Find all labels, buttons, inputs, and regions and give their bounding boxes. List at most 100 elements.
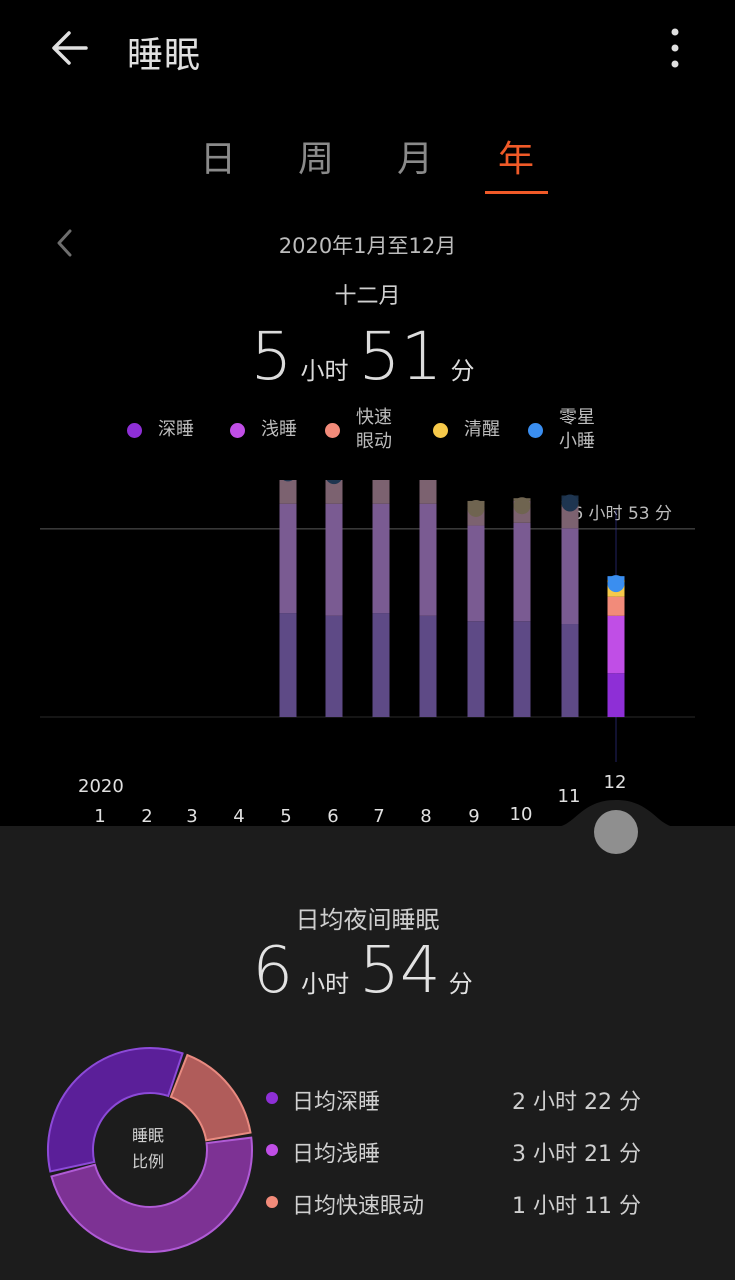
- legend-item-deep: 深睡: [127, 418, 194, 442]
- legend-label: 深睡: [158, 419, 194, 440]
- legend-label: 浅睡: [261, 419, 297, 440]
- bar-segment-rem: [607, 596, 625, 616]
- arrow-left-icon: [52, 31, 88, 65]
- legend-label: 快速 眼动: [356, 407, 392, 452]
- total-hours: 5: [250, 318, 293, 395]
- x-tick[interactable]: 7: [373, 806, 385, 827]
- stat-label: 日均深睡: [292, 1090, 381, 1115]
- x-tick[interactable]: 4: [233, 806, 245, 827]
- donut-slice: [47, 1047, 184, 1173]
- period-range: 2020年1月至12月: [278, 234, 457, 258]
- x-tick[interactable]: 2: [141, 806, 153, 827]
- legend-item-light: 浅睡: [230, 418, 297, 442]
- reference-label: 6 小时 53 分: [572, 504, 672, 524]
- stat-label: 日均浅睡: [292, 1142, 381, 1167]
- stat-dot: [266, 1196, 278, 1208]
- chart-legend: 深睡 浅睡 快速 眼动 清醒 零星 小睡: [0, 406, 735, 462]
- bar-segment-deep: [279, 613, 297, 717]
- bar-segment-deep: [325, 615, 343, 717]
- stat-dot: [266, 1092, 278, 1104]
- x-tick-selected[interactable]: 12: [603, 772, 627, 793]
- donut-center-label: 睡眠 比例: [131, 1126, 164, 1171]
- bar-segment-rem: [325, 480, 343, 504]
- legend-item-nap: 零星 小睡: [528, 406, 595, 454]
- hours-unit: 小时: [300, 357, 349, 385]
- x-tick[interactable]: 8: [420, 806, 432, 827]
- legend-item-rem: 快速 眼动: [325, 406, 392, 454]
- bar-segment-rem: [279, 480, 297, 504]
- minutes-unit: 分: [450, 357, 475, 385]
- back-button[interactable]: [44, 24, 96, 72]
- minutes-unit: 分: [448, 970, 473, 998]
- bar-segment-light: [467, 525, 485, 622]
- legend-label: 清醒: [464, 419, 500, 440]
- sleep-bar-chart[interactable]: 6 小时 53 分: [0, 480, 735, 770]
- x-tick[interactable]: 11: [557, 786, 581, 807]
- more-vertical-icon: [671, 28, 679, 68]
- bar-segment-deep: [513, 621, 531, 717]
- bar-segment-light: [607, 615, 625, 674]
- x-tick[interactable]: 3: [186, 806, 198, 827]
- bar-segment-rem: [561, 506, 579, 529]
- year-label: 2020: [78, 776, 124, 797]
- bar-cap: [561, 494, 579, 512]
- stat-value: 2 小时 22 分: [512, 1090, 641, 1115]
- stat-row-deep: 日均深睡 2 小时 22 分: [0, 1078, 735, 1118]
- bar-segment-light: [419, 503, 437, 616]
- x-tick[interactable]: 10: [509, 804, 533, 825]
- legend-dot: [325, 422, 340, 438]
- previous-period-button[interactable]: [48, 226, 80, 260]
- stat-row-rem: 日均快速眼动 1 小时 11 分: [0, 1182, 735, 1222]
- bar-cap: [513, 497, 531, 515]
- stat-row-light: 日均浅睡 3 小时 21 分: [0, 1130, 735, 1170]
- legend-dot: [528, 422, 543, 438]
- bar-segment-light: [325, 503, 343, 616]
- bar-segment-light: [561, 528, 579, 625]
- bar-cap: [283, 480, 293, 482]
- stat-dot: [266, 1144, 278, 1156]
- x-tick[interactable]: 5: [280, 806, 292, 827]
- tab-month[interactable]: 月: [396, 139, 433, 180]
- x-tick[interactable]: 6: [327, 806, 339, 827]
- hours-unit: 小时: [301, 970, 350, 998]
- bar-cap: [326, 480, 342, 485]
- avg-minutes: 54: [359, 934, 441, 1008]
- stat-label: 日均快速眼动: [292, 1194, 425, 1219]
- stat-value: 3 小时 21 分: [512, 1142, 641, 1167]
- total-minutes: 51: [358, 318, 443, 395]
- legend-label: 零星 小睡: [559, 407, 595, 452]
- selected-total-sleep: 5 小时 51 分: [0, 318, 735, 395]
- bar-cap: [467, 499, 485, 517]
- bar-segment-rem: [372, 480, 390, 504]
- bar-cap: [607, 575, 625, 593]
- page-title: 睡眠: [127, 35, 202, 76]
- bar-segment-deep: [419, 615, 437, 717]
- bar-segment-rem: [419, 480, 437, 504]
- sleep-ratio-donut: [47, 1047, 253, 1253]
- x-tick[interactable]: 9: [468, 806, 480, 827]
- month-selector-handle[interactable]: [594, 810, 638, 854]
- tab-day[interactable]: 日: [199, 139, 236, 180]
- bar-segment-deep: [561, 624, 579, 717]
- more-options-button[interactable]: [650, 22, 700, 74]
- legend-item-awake: 清醒: [433, 418, 500, 442]
- bar-segment-light: [513, 522, 531, 622]
- avg-hours: 6: [252, 934, 294, 1008]
- donut-slice: [50, 1136, 253, 1253]
- legend-dot: [433, 422, 448, 438]
- app-header: 睡眠: [0, 0, 735, 100]
- chart-x-axis: 2020 1 2 3 4 5 6 7 8 9 10 11 12: [0, 770, 735, 830]
- x-tick[interactable]: 1: [94, 806, 106, 827]
- active-tab-indicator: [485, 191, 548, 194]
- bar-segment-deep: [607, 673, 625, 717]
- bar-segment-deep: [467, 621, 485, 717]
- bar-segment-deep: [372, 613, 390, 717]
- daily-avg-title: 日均夜间睡眠: [295, 906, 440, 934]
- chevron-left-icon: [57, 229, 72, 257]
- tab-year[interactable]: 年: [497, 139, 534, 180]
- tab-week[interactable]: 周: [297, 139, 334, 180]
- daily-avg-sleep: 6 小时 54 分: [0, 934, 735, 1008]
- stat-value: 1 小时 11 分: [512, 1194, 641, 1219]
- selected-month-label: 十二月: [334, 284, 401, 309]
- donut-slice: [169, 1053, 252, 1142]
